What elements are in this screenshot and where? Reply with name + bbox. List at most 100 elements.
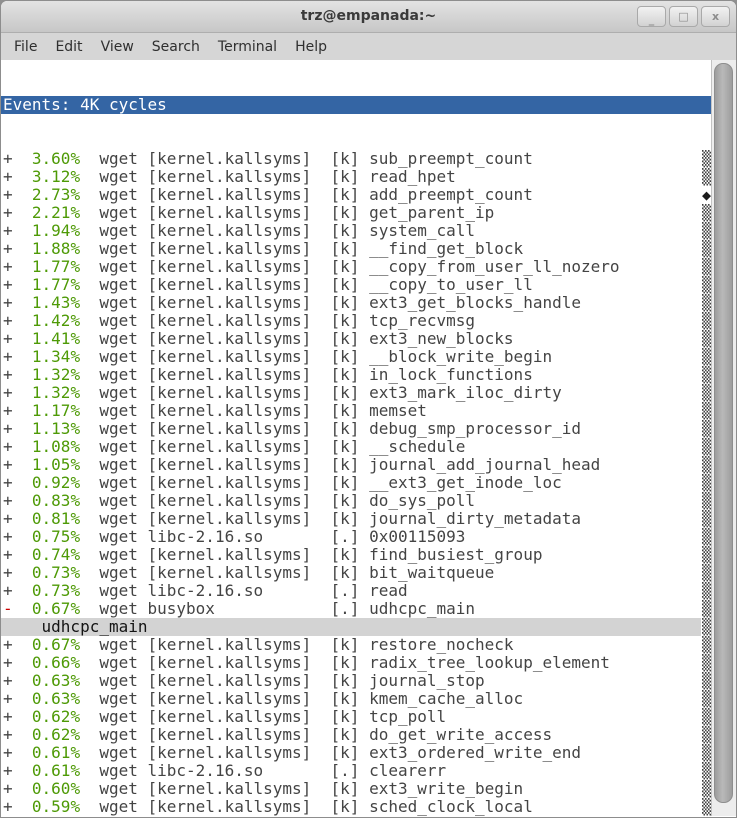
perf-row[interactable]: + 1.13% wget [kernel.kallsyms] [k] debug… — [1, 420, 711, 438]
overhead-percent: 3.60% — [31, 150, 81, 168]
overhead-percent: 0.67% — [31, 600, 81, 618]
perf-row[interactable]: + 0.74% wget [kernel.kallsyms] [k] find_… — [1, 546, 711, 564]
perf-row[interactable]: + 0.73% wget [kernel.kallsyms] [k] bit_w… — [1, 564, 711, 582]
menu-item-edit[interactable]: Edit — [55, 38, 83, 55]
command-dso-mode: wget [kernel.kallsyms] [k] — [80, 798, 370, 816]
expander: + — [3, 672, 13, 690]
perf-row[interactable]: + 1.32% wget [kernel.kallsyms] [k] in_lo… — [1, 366, 711, 384]
command-dso-mode: wget [kernel.kallsyms] [k] — [80, 204, 370, 222]
menu-item-file[interactable]: File — [14, 38, 38, 55]
perf-row[interactable]: + 2.21% wget [kernel.kallsyms] [k] get_p… — [1, 204, 711, 222]
expander: + — [3, 294, 13, 312]
perf-row[interactable]: + 1.42% wget [kernel.kallsyms] [k] tcp_r… — [1, 312, 711, 330]
symbol-name: restore_nocheck — [369, 636, 514, 654]
close-button[interactable]: x — [701, 6, 730, 27]
perf-row[interactable]: + 0.59% wget [kernel.kallsyms] [k] sched… — [1, 798, 711, 816]
command-dso-mode: wget [kernel.kallsyms] [k] — [80, 420, 370, 438]
maximize-button[interactable]: □ — [669, 6, 698, 27]
perf-row[interactable]: + 0.62% wget [kernel.kallsyms] [k] tcp_p… — [1, 708, 711, 726]
perf-row[interactable]: + 0.61% wget [kernel.kallsyms] [k] ext3_… — [1, 744, 711, 762]
perf-row[interactable]: + 1.94% wget [kernel.kallsyms] [k] syste… — [1, 222, 711, 240]
perf-row[interactable]: + 1.34% wget [kernel.kallsyms] [k] __blo… — [1, 348, 711, 366]
expander: + — [3, 258, 13, 276]
expander: + — [3, 546, 13, 564]
expander: + — [3, 654, 13, 672]
perf-row[interactable]: + 0.92% wget [kernel.kallsyms] [k] __ext… — [1, 474, 711, 492]
perf-row-line: + 0.61% wget [kernel.kallsyms] [k] ext3_… — [1, 744, 701, 762]
perf-row-line: + 1.05% wget [kernel.kallsyms] [k] journ… — [1, 456, 701, 474]
minimize-button[interactable]: _ — [637, 6, 666, 27]
overhead-percent: 1.05% — [31, 456, 81, 474]
perf-row[interactable]: + 0.63% wget [kernel.kallsyms] [k] kmem_… — [1, 690, 711, 708]
symbol-name: __block_write_begin — [369, 348, 553, 366]
overhead-percent: 0.63% — [31, 672, 81, 690]
perf-row-line: + 1.88% wget [kernel.kallsyms] [k] __fin… — [1, 240, 701, 258]
perf-row[interactable]: + 1.32% wget [kernel.kallsyms] [k] ext3_… — [1, 384, 711, 402]
perf-row[interactable]: + 0.81% wget [kernel.kallsyms] [k] journ… — [1, 510, 711, 528]
perf-row[interactable]: + 0.67% wget [kernel.kallsyms] [k] resto… — [1, 636, 711, 654]
menu-item-terminal[interactable]: Terminal — [217, 38, 278, 55]
command-dso-mode: wget [kernel.kallsyms] [k] — [80, 654, 370, 672]
terminal-content-wrap: Events: 4K cycles + 3.60% wget [kernel.k… — [1, 60, 736, 816]
perf-row[interactable]: + 0.62% wget [kernel.kallsyms] [k] do_ge… — [1, 726, 711, 744]
symbol-name: kmem_cache_alloc — [369, 690, 524, 708]
perf-row-line: udhcpc_main — [1, 618, 702, 636]
perf-row[interactable]: + 1.77% wget [kernel.kallsyms] [k] __cop… — [1, 258, 711, 276]
overhead-percent: 0.59% — [31, 798, 81, 816]
perf-row[interactable]: + 0.66% wget [kernel.kallsyms] [k] radix… — [1, 654, 711, 672]
perf-row[interactable]: + 0.61% wget libc-2.16.so [.] clearerr ▒ — [1, 762, 711, 780]
menu-item-search[interactable]: Search — [151, 38, 200, 55]
perf-row-line: + 0.66% wget [kernel.kallsyms] [k] radix… — [1, 654, 701, 672]
perf-row[interactable]: + 3.60% wget [kernel.kallsyms] [k] sub_p… — [1, 150, 711, 168]
window-controls: _ □ x — [637, 6, 730, 27]
symbol-name: add_preempt_count — [369, 186, 533, 204]
perf-row-line: + 0.63% wget [kernel.kallsyms] [k] journ… — [1, 672, 701, 690]
perf-row[interactable]: + 0.73% wget libc-2.16.so [.] read ▒ — [1, 582, 711, 600]
command-dso-mode: wget [kernel.kallsyms] [k] — [80, 726, 370, 744]
command-dso-mode: wget [kernel.kallsyms] [k] — [80, 708, 370, 726]
tui-scroll-track-char: ▒ — [702, 672, 712, 690]
perf-row-selected[interactable]: udhcpc_main ▒ — [1, 618, 711, 636]
perf-row[interactable]: + 1.43% wget [kernel.kallsyms] [k] ext3_… — [1, 294, 711, 312]
overhead-percent: 0.67% — [31, 636, 81, 654]
perf-row[interactable]: + 0.75% wget libc-2.16.so [.] 0x00115093… — [1, 528, 711, 546]
scrollbar-thumb[interactable] — [714, 63, 733, 803]
symbol-name: read_hpet — [369, 168, 456, 186]
tui-scroll-track-char: ▒ — [702, 150, 712, 168]
perf-row[interactable]: + 1.88% wget [kernel.kallsyms] [k] __fin… — [1, 240, 711, 258]
expander: + — [3, 798, 13, 816]
menu-item-help[interactable]: Help — [295, 38, 327, 55]
tui-scroll-track-char: ▒ — [702, 582, 712, 600]
perf-row[interactable]: + 1.77% wget [kernel.kallsyms] [k] __cop… — [1, 276, 711, 294]
command-dso-mode: wget [kernel.kallsyms] [k] — [80, 258, 370, 276]
symbol-name: ext3_new_blocks — [369, 330, 514, 348]
perf-row[interactable]: + 0.63% wget [kernel.kallsyms] [k] journ… — [1, 672, 711, 690]
perf-row[interactable]: + 3.12% wget [kernel.kallsyms] [k] read_… — [1, 168, 711, 186]
symbol-name: do_sys_poll — [369, 492, 476, 510]
command-dso-mode: wget [kernel.kallsyms] [k] — [80, 240, 370, 258]
vertical-scrollbar[interactable] — [711, 60, 736, 816]
symbol-name: read — [369, 582, 408, 600]
symbol-name: udhcpc_main — [369, 600, 476, 618]
command-dso-mode: wget [kernel.kallsyms] [k] — [80, 402, 370, 420]
command-dso-mode: wget [kernel.kallsyms] [k] — [80, 564, 370, 582]
overhead-percent: 0.83% — [31, 492, 81, 510]
perf-row-line: + 0.61% wget libc-2.16.so [.] clearerr — [1, 762, 701, 780]
tui-scroll-track-char: ▒ — [702, 708, 712, 726]
perf-row[interactable]: + 0.60% wget [kernel.kallsyms] [k] ext3_… — [1, 780, 711, 798]
perf-row[interactable]: + 0.83% wget [kernel.kallsyms] [k] do_sy… — [1, 492, 711, 510]
expander: + — [3, 150, 13, 168]
perf-row[interactable]: + 1.41% wget [kernel.kallsyms] [k] ext3_… — [1, 330, 711, 348]
perf-row[interactable]: + 1.08% wget [kernel.kallsyms] [k] __sch… — [1, 438, 711, 456]
tui-scroll-track-char: ▒ — [702, 528, 712, 546]
command-dso-mode: wget busybox [.] — [80, 600, 370, 618]
menu-item-view[interactable]: View — [100, 38, 134, 55]
command-dso-mode: wget [kernel.kallsyms] [k] — [80, 690, 370, 708]
perf-row[interactable]: - 0.67% wget busybox [.] udhcpc_main ▒ — [1, 600, 711, 618]
perf-row[interactable]: + 1.17% wget [kernel.kallsyms] [k] memse… — [1, 402, 711, 420]
perf-row[interactable]: + 1.05% wget [kernel.kallsyms] [k] journ… — [1, 456, 711, 474]
perf-row[interactable]: + 2.73% wget [kernel.kallsyms] [k] add_p… — [1, 186, 711, 204]
command-dso-mode: wget [kernel.kallsyms] [k] — [80, 636, 370, 654]
title-bar[interactable]: trz@empanada:~ _ □ x — [1, 1, 736, 33]
